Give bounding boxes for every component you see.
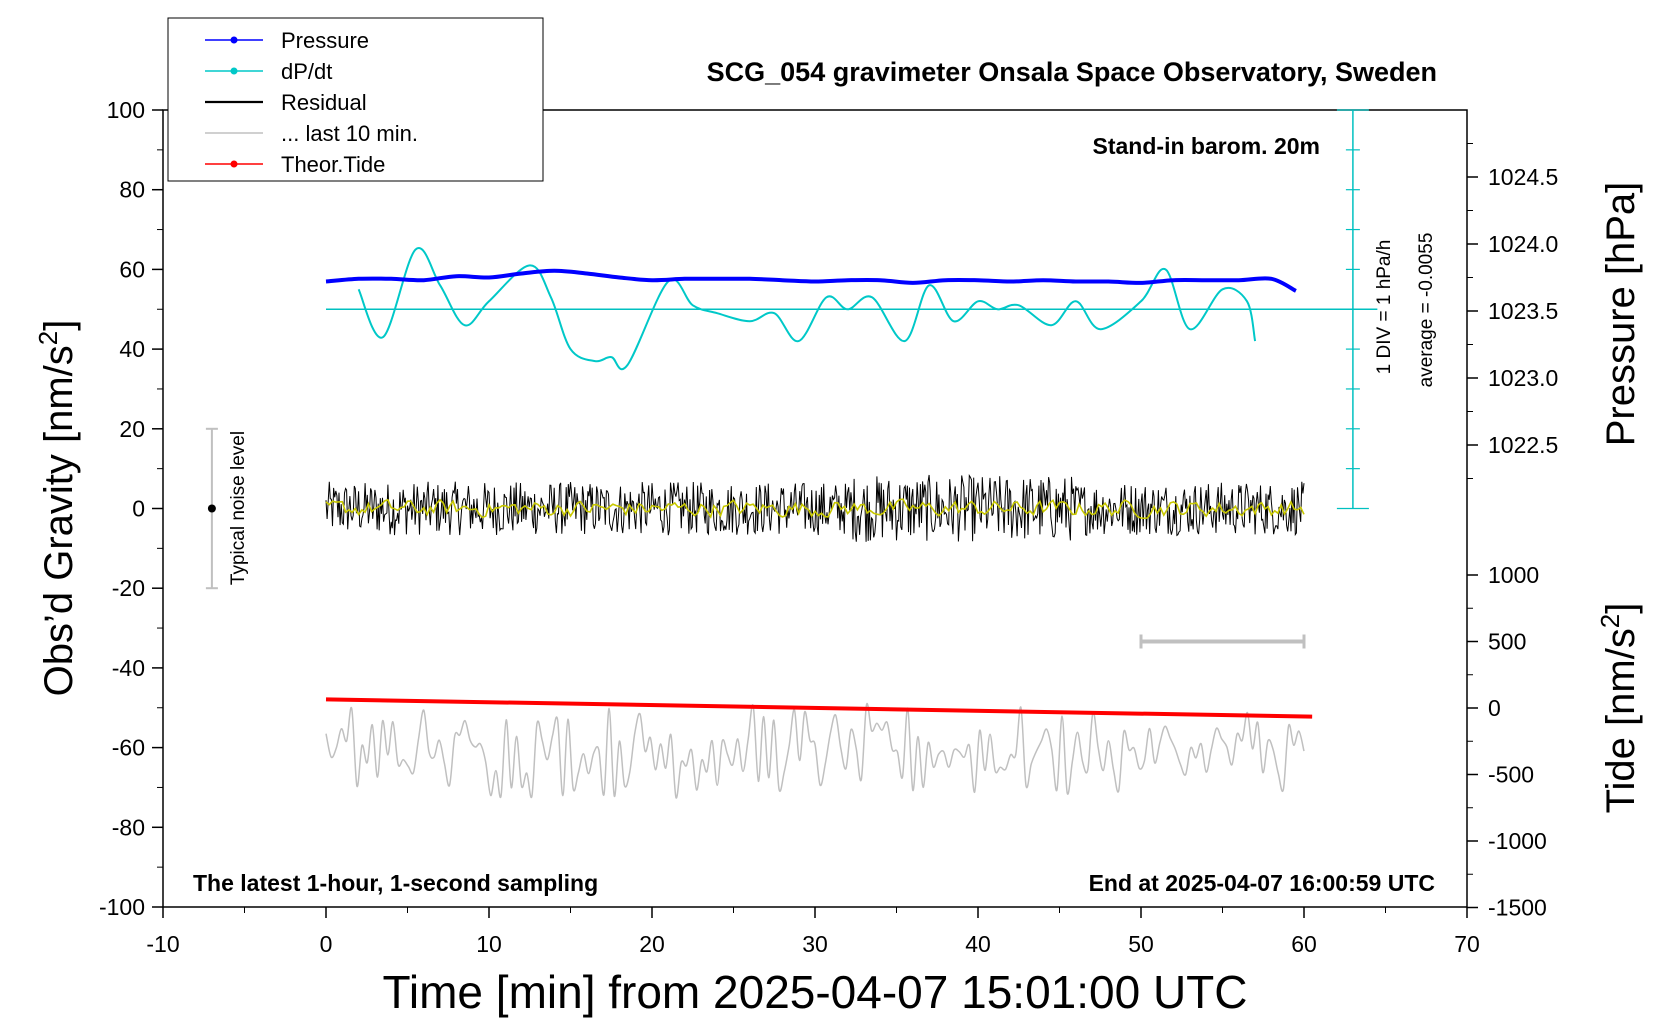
residual-line bbox=[325, 474, 1305, 542]
legend-label: Pressure bbox=[281, 28, 369, 53]
dpdt-average-note: average = -0.0055 bbox=[1416, 233, 1437, 388]
axes-layer: -10 0 10 20 30 40 50 60 70100806040200-20-40-60-… bbox=[99, 97, 1558, 957]
dpdt-scale-note: 1 DIV = 1 hPa/h bbox=[1374, 240, 1395, 375]
y-tick-label: -100 bbox=[99, 894, 145, 920]
last-10-min-line bbox=[325, 702, 1305, 799]
legend-items: Pressure dP/dt Residual ... last 10 min. The… bbox=[205, 28, 418, 177]
legend-marker bbox=[230, 160, 238, 168]
y-tick-label: 60 bbox=[119, 256, 145, 282]
tide-tick-label: -500 bbox=[1488, 762, 1534, 788]
smoothed-residual-line bbox=[325, 498, 1305, 520]
tide-tick-label: 1000 bbox=[1488, 562, 1539, 588]
pressure-tick-label: 1024.0 bbox=[1488, 231, 1558, 257]
pressure-tick-label: 1023.0 bbox=[1488, 365, 1558, 391]
stand-in-note: Stand-in barom. 20m bbox=[1093, 133, 1320, 159]
y-axis-title-tail: ] bbox=[37, 320, 81, 331]
pressure-tick-label: 1022.5 bbox=[1488, 432, 1558, 458]
pressure-tick-label: 1024.5 bbox=[1488, 164, 1558, 190]
y-axis-title-text: Obs’d Gravity [nm/s bbox=[37, 345, 81, 696]
pressure-line bbox=[325, 268, 1297, 293]
y-tick-label: -40 bbox=[112, 655, 145, 681]
theor-tide-line bbox=[325, 697, 1313, 719]
legend-marker bbox=[230, 67, 238, 75]
y-tick-label: -60 bbox=[112, 735, 145, 761]
legend-marker bbox=[230, 36, 238, 44]
tide-axis-title-sup: 2 bbox=[1595, 614, 1625, 628]
x-tick-label: 70 bbox=[1454, 931, 1480, 957]
bottom-right-note: End at 2025-04-07 16:00:59 UTC bbox=[1089, 870, 1435, 896]
noise-bar-center bbox=[207, 504, 216, 513]
tide-tick-label: -1500 bbox=[1488, 895, 1547, 921]
pressure-axis-title: Pressure [hPa] bbox=[1599, 182, 1643, 447]
x-tick-label: 10 bbox=[476, 931, 502, 957]
y-tick-label: 20 bbox=[119, 416, 145, 442]
legend-label: dP/dt bbox=[281, 59, 332, 84]
tide-tick-label: 0 bbox=[1488, 695, 1501, 721]
plot-frame bbox=[162, 109, 1468, 908]
legend-box bbox=[167, 17, 544, 182]
y-tick-label: -80 bbox=[112, 814, 145, 840]
tide-axis-title-text: Tide [nm/s bbox=[1599, 628, 1643, 813]
y-axis-title: Obs’d Gravity [nm/s2] bbox=[33, 320, 81, 697]
x-tick-label: 0 bbox=[320, 931, 333, 957]
x-tick-label: 50 bbox=[1128, 931, 1154, 957]
pressure-tick-label: 1023.5 bbox=[1488, 298, 1558, 324]
y-tick-label: 80 bbox=[119, 177, 145, 203]
x-tick-label: 20 bbox=[639, 931, 665, 957]
tide-axis-title: Tide [nm/s2] bbox=[1595, 603, 1643, 814]
series-layer bbox=[205, 109, 1378, 799]
x-tick-label: 30 bbox=[802, 931, 828, 957]
x-tick-label: 60 bbox=[1291, 931, 1317, 957]
y-tick-label: 0 bbox=[132, 496, 145, 522]
y-tick-label: 40 bbox=[119, 336, 145, 362]
tide-tick-label: -1000 bbox=[1488, 828, 1547, 854]
legend-label: Theor.Tide bbox=[281, 152, 385, 177]
x-tick-label: 40 bbox=[965, 931, 991, 957]
chart-title: SCG_054 gravimeter Onsala Space Observat… bbox=[707, 57, 1437, 87]
bottom-left-note: The latest 1-hour, 1-second sampling bbox=[193, 870, 598, 896]
noise-level-note: Typical noise level bbox=[228, 431, 249, 585]
legend: Pressure dP/dt Residual ... last 10 min. The… bbox=[167, 17, 544, 182]
tide-axis-title-tail: ] bbox=[1599, 603, 1643, 614]
tide-tick-label: 500 bbox=[1488, 629, 1526, 655]
y-tick-label: -20 bbox=[112, 575, 145, 601]
y-axis-title-sup: 2 bbox=[33, 331, 63, 345]
y-tick-label: 100 bbox=[107, 97, 145, 123]
legend-label: ... last 10 min. bbox=[281, 121, 418, 146]
legend-label: Residual bbox=[281, 90, 367, 115]
x-axis-title: Time [min] from 2025-04-07 15:01:00 UTC bbox=[383, 966, 1248, 1018]
x-tick-label: -10 bbox=[146, 931, 179, 957]
